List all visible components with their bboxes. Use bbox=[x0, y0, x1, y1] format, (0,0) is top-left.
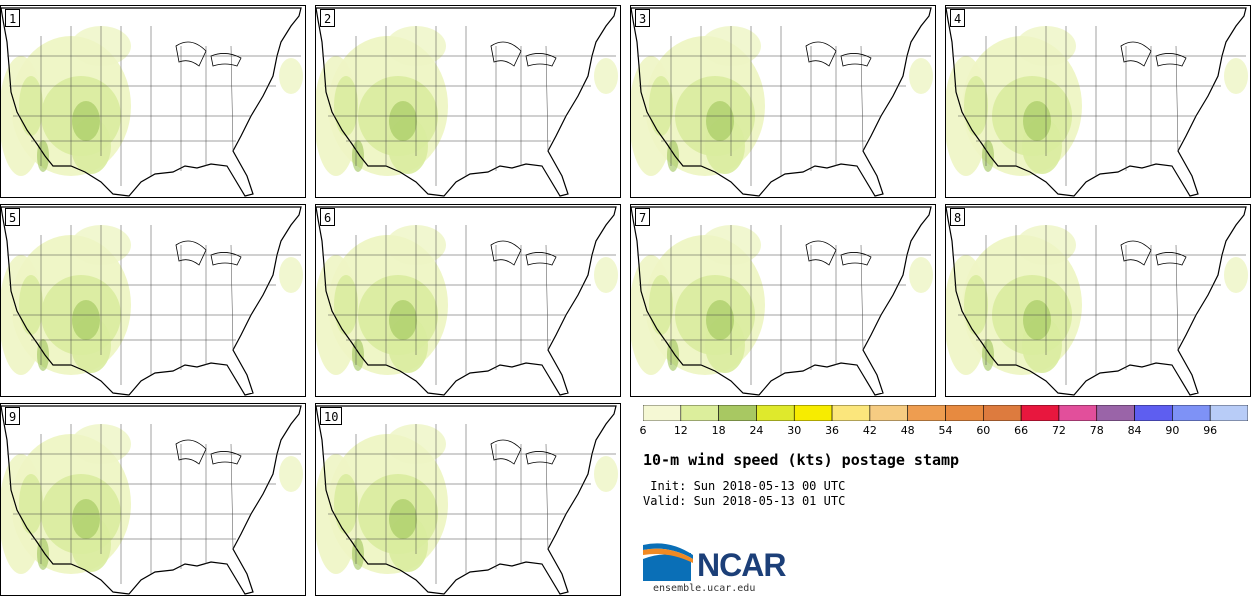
member-map-panel: 6 bbox=[315, 204, 621, 397]
site-url: ensemble.ucar.edu bbox=[653, 583, 756, 594]
us-map bbox=[1, 206, 303, 396]
colorbar-segment bbox=[793, 405, 833, 421]
colorbar-tick-label: 48 bbox=[900, 424, 915, 437]
member-map-panel: 3 bbox=[630, 5, 936, 198]
colorbar-tick-label: 66 bbox=[1014, 424, 1029, 437]
colorbar-segment bbox=[1134, 405, 1173, 421]
member-map-panel: 4 bbox=[945, 5, 1251, 198]
colorbar-tick-label: 18 bbox=[711, 424, 726, 437]
colorbar-tick-label: 42 bbox=[862, 424, 877, 437]
member-number: 2 bbox=[320, 9, 336, 27]
us-map bbox=[631, 7, 933, 197]
member-number: 8 bbox=[950, 208, 966, 226]
member-number: 3 bbox=[635, 9, 651, 27]
colorbar-segment bbox=[907, 405, 946, 421]
member-map-panel: 1 bbox=[0, 5, 306, 198]
colorbar-segment bbox=[831, 405, 871, 421]
colorbar-segment bbox=[643, 405, 682, 421]
member-number: 10 bbox=[320, 407, 343, 425]
us-map bbox=[1, 405, 303, 595]
colorbar-segment bbox=[1209, 405, 1248, 421]
colorbar-tick-label: 78 bbox=[1089, 424, 1104, 437]
colorbar-tick-label: 90 bbox=[1165, 424, 1180, 437]
us-map bbox=[631, 206, 933, 396]
member-map-panel: 2 bbox=[315, 5, 621, 198]
member-map-panel: 9 bbox=[0, 403, 306, 596]
valid-time: Valid: Sun 2018-05-13 01 UTC bbox=[643, 494, 846, 508]
us-map bbox=[946, 206, 1248, 396]
colorbar-tick-label: 72 bbox=[1051, 424, 1066, 437]
colorbar-tick-label: 36 bbox=[825, 424, 840, 437]
colorbar-tick-label: 12 bbox=[673, 424, 688, 437]
colorbar-segment bbox=[983, 405, 1022, 421]
member-number: 4 bbox=[950, 9, 966, 27]
colorbar-segment bbox=[680, 405, 719, 421]
map-title: 10-m wind speed (kts) postage stamp bbox=[643, 451, 960, 469]
colorbar-tick-label: 6 bbox=[639, 424, 647, 437]
colorbar bbox=[643, 405, 1248, 421]
colorbar-tick-label: 84 bbox=[1127, 424, 1142, 437]
colorbar-tick-label: 24 bbox=[749, 424, 764, 437]
colorbar-segment bbox=[1172, 405, 1211, 421]
colorbar-tick-label: 30 bbox=[787, 424, 802, 437]
member-map-panel: 10 bbox=[315, 403, 621, 596]
us-map bbox=[316, 206, 618, 396]
ncar-logo-text: NCAR bbox=[697, 547, 786, 583]
colorbar-segment bbox=[869, 405, 908, 421]
colorbar-tick-label: 60 bbox=[976, 424, 991, 437]
ncar-logo-icon bbox=[643, 543, 693, 581]
us-map bbox=[1, 7, 303, 197]
colorbar-segment bbox=[756, 405, 795, 421]
member-number: 1 bbox=[5, 9, 21, 27]
us-map bbox=[316, 7, 618, 197]
member-map-panel: 8 bbox=[945, 204, 1251, 397]
member-map-panel: 5 bbox=[0, 204, 306, 397]
colorbar-segment bbox=[1096, 405, 1135, 421]
member-map-panel: 7 bbox=[630, 204, 936, 397]
init-time: Init: Sun 2018-05-13 00 UTC bbox=[643, 479, 846, 493]
member-number: 7 bbox=[635, 208, 651, 226]
member-number: 5 bbox=[5, 208, 21, 226]
us-map bbox=[316, 405, 618, 595]
colorbar-segment bbox=[1058, 405, 1098, 421]
colorbar-tick-label: 54 bbox=[938, 424, 953, 437]
us-map bbox=[946, 7, 1248, 197]
member-number: 6 bbox=[320, 208, 336, 226]
colorbar-segment bbox=[945, 405, 984, 421]
colorbar-segment bbox=[718, 405, 757, 421]
colorbar-segment bbox=[1020, 405, 1060, 421]
colorbar-tick-label: 96 bbox=[1203, 424, 1218, 437]
member-number: 9 bbox=[5, 407, 21, 425]
